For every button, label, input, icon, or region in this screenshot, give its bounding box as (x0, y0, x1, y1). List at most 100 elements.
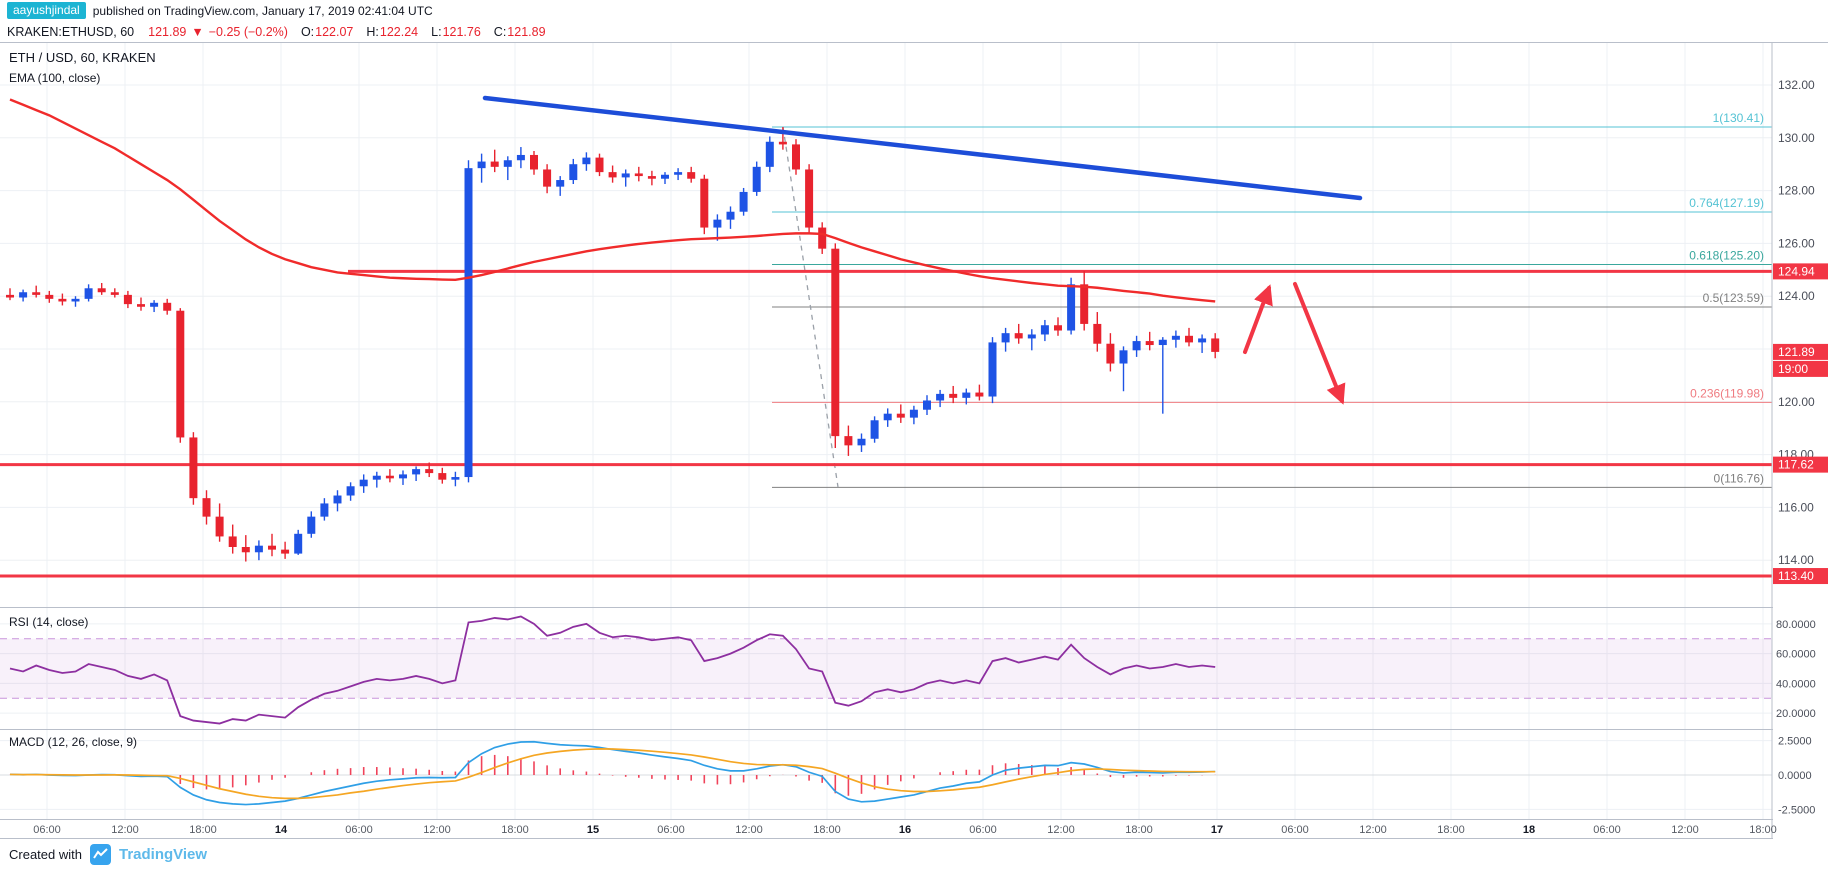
candle (137, 304, 145, 307)
svg-text:117.62: 117.62 (1778, 458, 1814, 472)
candle (595, 157, 604, 173)
candle (1106, 343, 1115, 364)
time-tick-label: 12:00 (423, 824, 451, 836)
price-tick-label: 132.00 (1778, 78, 1815, 92)
tradingview-logo-icon[interactable] (89, 843, 111, 865)
rsi-band (0, 638, 1772, 699)
candle (831, 248, 840, 437)
candle (6, 294, 14, 298)
candle (385, 475, 394, 479)
candle (490, 161, 499, 167)
candle (1132, 341, 1141, 351)
support-resistance-lines (0, 269, 1772, 578)
chart-canvas[interactable]: 1(130.41) 0.764(127.19) 0.618(125.20) 0.5(1… (0, 43, 1828, 839)
candle (1080, 284, 1089, 324)
candle (818, 227, 827, 249)
time-tick-label: 18:00 (1749, 824, 1777, 836)
candle (150, 302, 159, 307)
candle (215, 516, 224, 537)
candle (949, 393, 958, 398)
candle (713, 219, 722, 228)
time-tick-label: 15 (587, 824, 599, 836)
candle (307, 516, 316, 534)
candle (163, 302, 172, 311)
axis-badge (1773, 343, 1828, 360)
axis-badge (1773, 456, 1828, 473)
ema-line (9, 98, 1216, 303)
candle (543, 169, 552, 187)
candle (1158, 339, 1167, 346)
candle (700, 178, 709, 228)
candle (674, 172, 683, 175)
candle (1198, 338, 1207, 343)
rsi-tick-label: 80.0000 (1776, 619, 1816, 631)
created-with-text: Created with (9, 846, 82, 862)
published-text: published on TradingView.com, January 17… (92, 3, 433, 18)
time-tick-label: 12:00 (1047, 824, 1075, 836)
fib-level-label: 0(116.76) (1714, 471, 1764, 485)
candle (320, 503, 329, 517)
candle (765, 141, 774, 167)
candle (477, 161, 486, 169)
price-tick-label: 114.00 (1778, 553, 1814, 567)
price-tick-label: 116.00 (1778, 500, 1814, 514)
candle (1171, 335, 1180, 340)
low-value: L:121.76 (431, 24, 481, 39)
arrow-annotations (1243, 282, 1346, 405)
candle (896, 413, 905, 418)
candle (372, 475, 381, 480)
candle (1067, 284, 1076, 331)
time-tick-label: 06:00 (1281, 824, 1309, 836)
candle (556, 180, 565, 187)
candle (923, 400, 931, 410)
candle (909, 409, 918, 418)
candle (189, 437, 198, 499)
candle (32, 292, 41, 295)
chart-area: 1(130.41) 0.764(127.19) 0.618(125.20) 0.5(1… (0, 42, 1828, 839)
time-tick-label: 06:00 (657, 824, 685, 836)
candle (202, 498, 211, 517)
fib-level-label: 1(130.41) (1713, 111, 1764, 125)
main-pane-title: ETH / USD, 60, KRAKEN (9, 50, 156, 65)
price-tick-label: 130.00 (1778, 131, 1815, 145)
tradingview-brand-link[interactable]: TradingView (118, 845, 208, 863)
time-tick-label: 06:00 (1593, 824, 1621, 836)
rsi-tick-label: 40.0000 (1776, 678, 1816, 690)
macd-tick-label: 0.0000 (1778, 770, 1812, 782)
pane-separators (0, 607, 1828, 839)
macd-pane-label: MACD (12, 26, close, 9) (9, 735, 138, 749)
candle (1145, 341, 1154, 346)
candle (1119, 350, 1128, 364)
macd-tick-label: 2.5000 (1778, 736, 1812, 748)
macd-line (9, 740, 1216, 806)
time-tick-label: 18 (1523, 824, 1535, 836)
candle (97, 288, 106, 293)
candle (241, 547, 250, 553)
candle (438, 473, 447, 480)
svg-text:121.89: 121.89 (1778, 345, 1815, 359)
open-value: O:122.07 (300, 24, 354, 39)
time-tick-label: 18:00 (501, 824, 529, 836)
candle (294, 533, 303, 554)
time-tick-label: 18:00 (189, 824, 217, 836)
author-badge[interactable]: aayushjindal (7, 2, 86, 19)
close-label: C: (493, 24, 507, 39)
time-tick-label: 12:00 (1671, 824, 1699, 836)
candle (739, 191, 748, 212)
candle (359, 479, 368, 487)
trendline (482, 95, 1363, 201)
candle (883, 413, 892, 421)
time-tick-label: 16 (899, 824, 911, 836)
candle (608, 172, 617, 178)
time-tick-label: 06:00 (969, 824, 997, 836)
candle (857, 438, 866, 446)
time-tick-label: 18:00 (1437, 824, 1465, 836)
candle (1185, 335, 1193, 343)
symbol-title: KRAKEN:ETHUSD, 60 (7, 24, 135, 39)
candle (621, 173, 630, 178)
macd-tick-label: -2.5000 (1778, 804, 1815, 816)
candle (1001, 333, 1010, 343)
candle (110, 292, 119, 295)
candle (870, 420, 879, 439)
candle (399, 474, 407, 479)
